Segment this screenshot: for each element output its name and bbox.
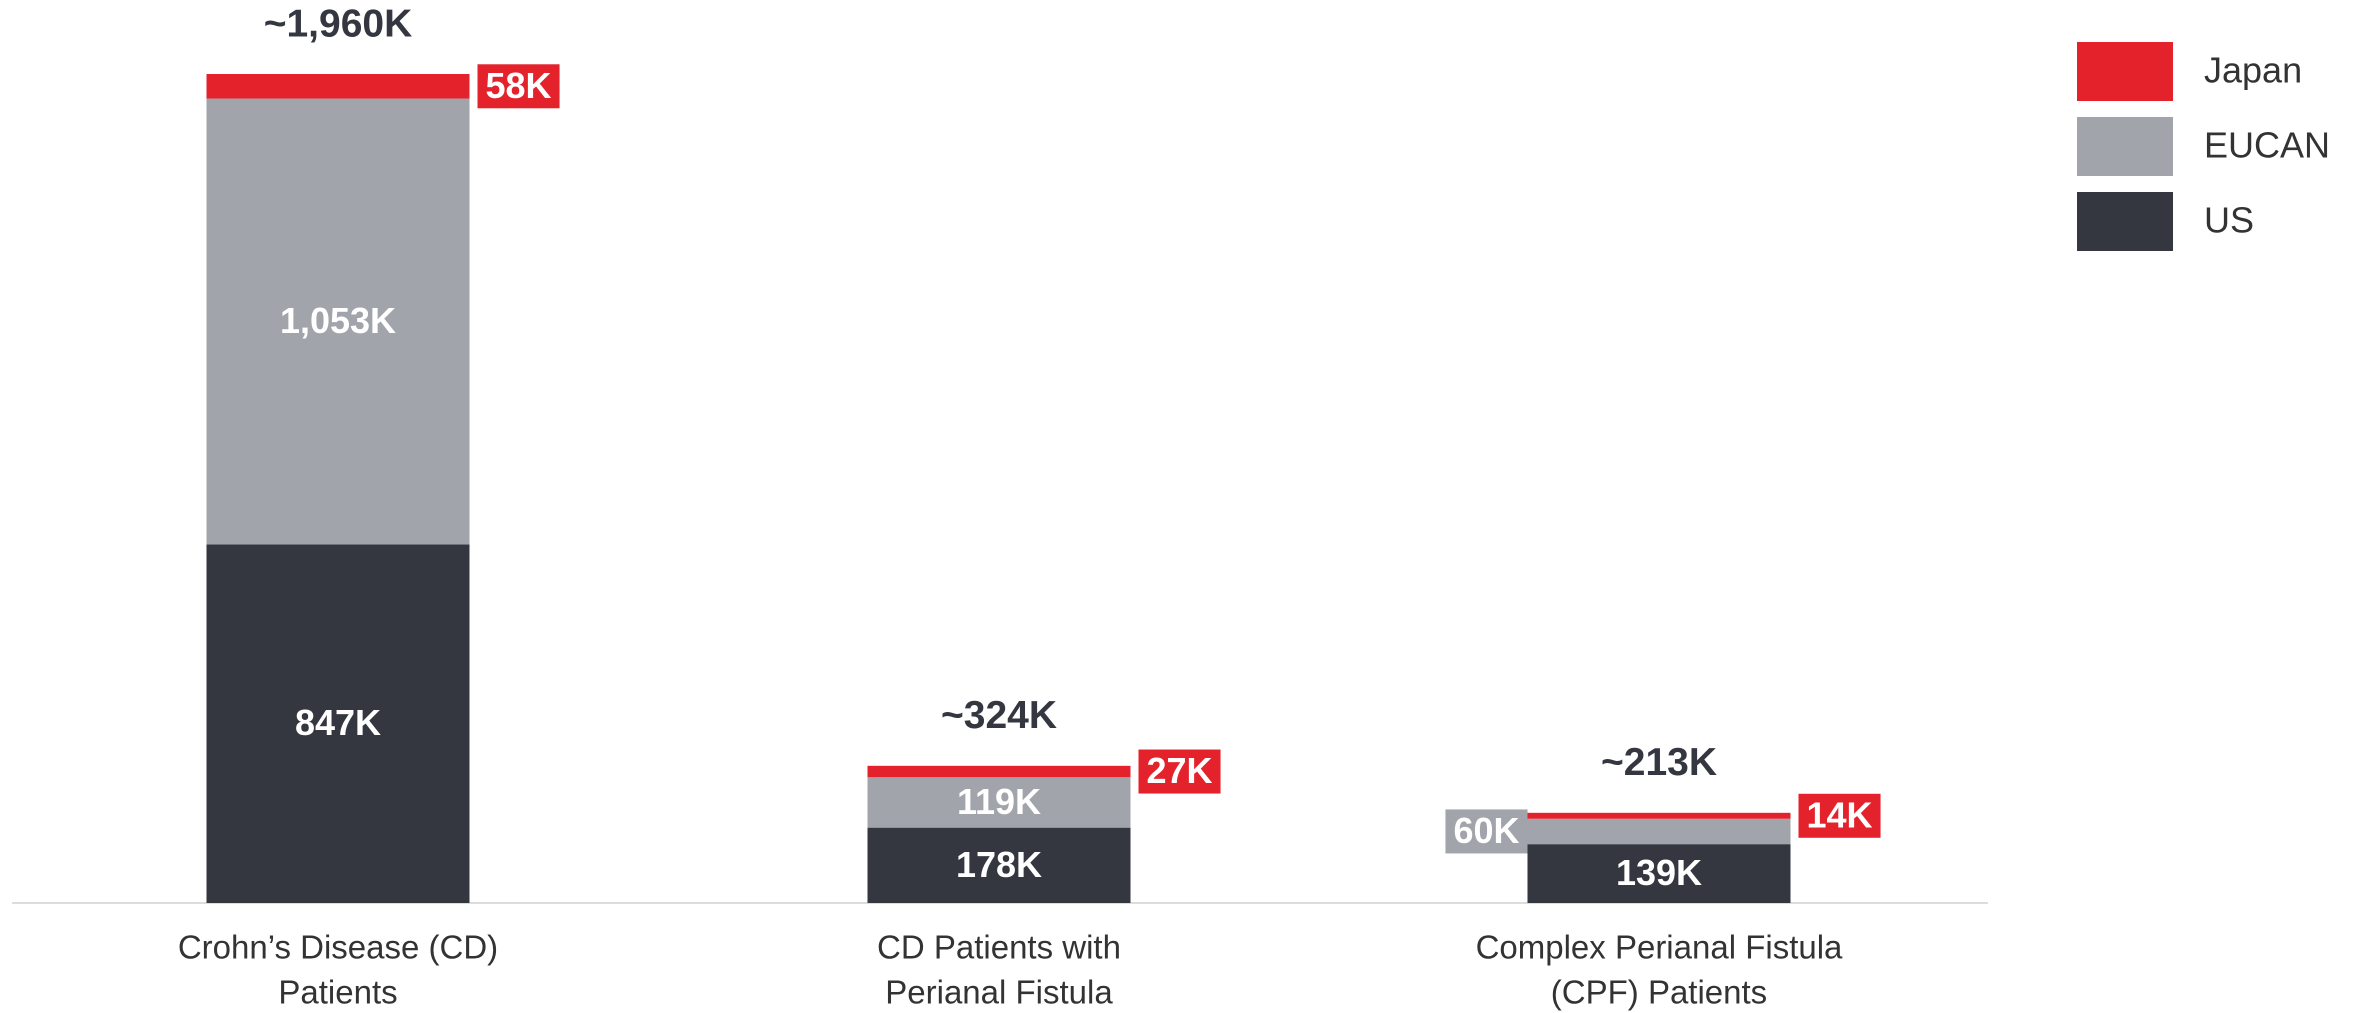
label-bg — [1138, 749, 1221, 794]
value-label: 119K — [957, 781, 1041, 822]
x-tick-label: Crohn’s Disease (CD) — [178, 929, 498, 966]
legend-label: Japan — [2204, 50, 2302, 91]
bar-segment — [206, 98, 470, 545]
x-tick-label: Patients — [278, 974, 397, 1011]
value-label-box: 58K — [477, 64, 560, 109]
value-label: 60K — [1453, 810, 1519, 851]
total-label: ~1,960K — [264, 2, 413, 45]
value-label: 847K — [295, 702, 381, 743]
legend-label: US — [2204, 200, 2254, 241]
bar-segment — [867, 827, 1131, 903]
label-bg — [477, 64, 560, 109]
value-label: 1,053K — [280, 300, 396, 341]
legend-swatch — [2077, 192, 2173, 251]
value-label: 139K — [1616, 852, 1702, 893]
legend-swatch — [2077, 117, 2173, 176]
bar-segment — [867, 777, 1131, 828]
value-label-box: 27K — [1138, 749, 1221, 794]
legend-swatch — [2077, 42, 2173, 101]
bar-segment — [1527, 818, 1791, 845]
x-tick-label: CD Patients with — [877, 929, 1121, 966]
x-tick-label: Complex Perianal Fistula — [1476, 929, 1843, 966]
bar-segment — [206, 74, 470, 99]
label-bg — [1445, 809, 1528, 854]
value-label: 14K — [1807, 794, 1873, 835]
bar-segment — [867, 765, 1131, 778]
bar-segment — [1527, 812, 1791, 819]
value-label-box: 14K — [1798, 793, 1881, 838]
bar-segment — [206, 544, 470, 903]
bar-segment — [1527, 844, 1791, 903]
legend-label: EUCAN — [2204, 125, 2330, 166]
value-label: 178K — [956, 844, 1042, 885]
total-label: ~213K — [1601, 741, 1717, 784]
x-tick-label: (CPF) Patients — [1551, 974, 1767, 1011]
x-tick-label: Perianal Fistula — [885, 974, 1113, 1011]
value-label-box: 60K — [1445, 809, 1528, 854]
total-label: ~324K — [941, 694, 1057, 737]
label-bg — [1798, 793, 1881, 838]
value-label: 58K — [486, 65, 552, 106]
value-label: 27K — [1147, 750, 1213, 791]
